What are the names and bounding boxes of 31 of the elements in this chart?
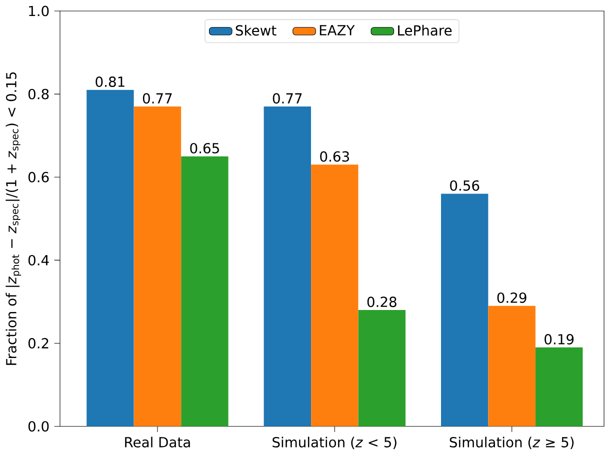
data-label: 0.77 [272, 93, 302, 104]
text: Fraction of |z$_{phot}$ − z$_{spec}$|/(1 + z$_{spec}$) < 0.15 [6, 72, 22, 365]
y-tick-label: 1.0 [29, 6, 49, 16]
data-label: 0.28 [367, 296, 396, 308]
data-label: 0.65 [190, 142, 219, 154]
data-label: 0.63 [320, 151, 349, 162]
x-tick-label: Simulation (z ≥ 5) [450, 436, 574, 450]
y-tick-label: 0.6 [28, 172, 49, 182]
data-label: 0.81 [96, 76, 124, 87]
x-tick-label: Simulation (z < 5) [272, 436, 396, 450]
bar [441, 194, 488, 426]
bar [86, 90, 134, 426]
data-label: 0.29 [497, 292, 526, 303]
legend-label: LePhare [398, 24, 452, 36]
y-tick-label: 0.2 [28, 338, 48, 349]
legend-label: Skewt [236, 24, 276, 36]
data-label: 0.77 [142, 93, 172, 104]
data-label: 0.19 [544, 334, 574, 344]
data-label: 0.56 [450, 180, 480, 191]
bar [134, 106, 182, 426]
bar [264, 106, 312, 426]
bar [358, 310, 406, 426]
bar [181, 156, 228, 426]
bar [311, 164, 358, 426]
y-tick-label: 0.8 [28, 88, 49, 100]
x-tick-label: Real Data [125, 436, 190, 448]
y-tick-label: 0.4 [28, 254, 49, 266]
legend-label: EAZY [320, 25, 355, 36]
bar [536, 347, 583, 426]
y-tick-label: 0.0 [28, 421, 49, 432]
bar [488, 306, 536, 426]
